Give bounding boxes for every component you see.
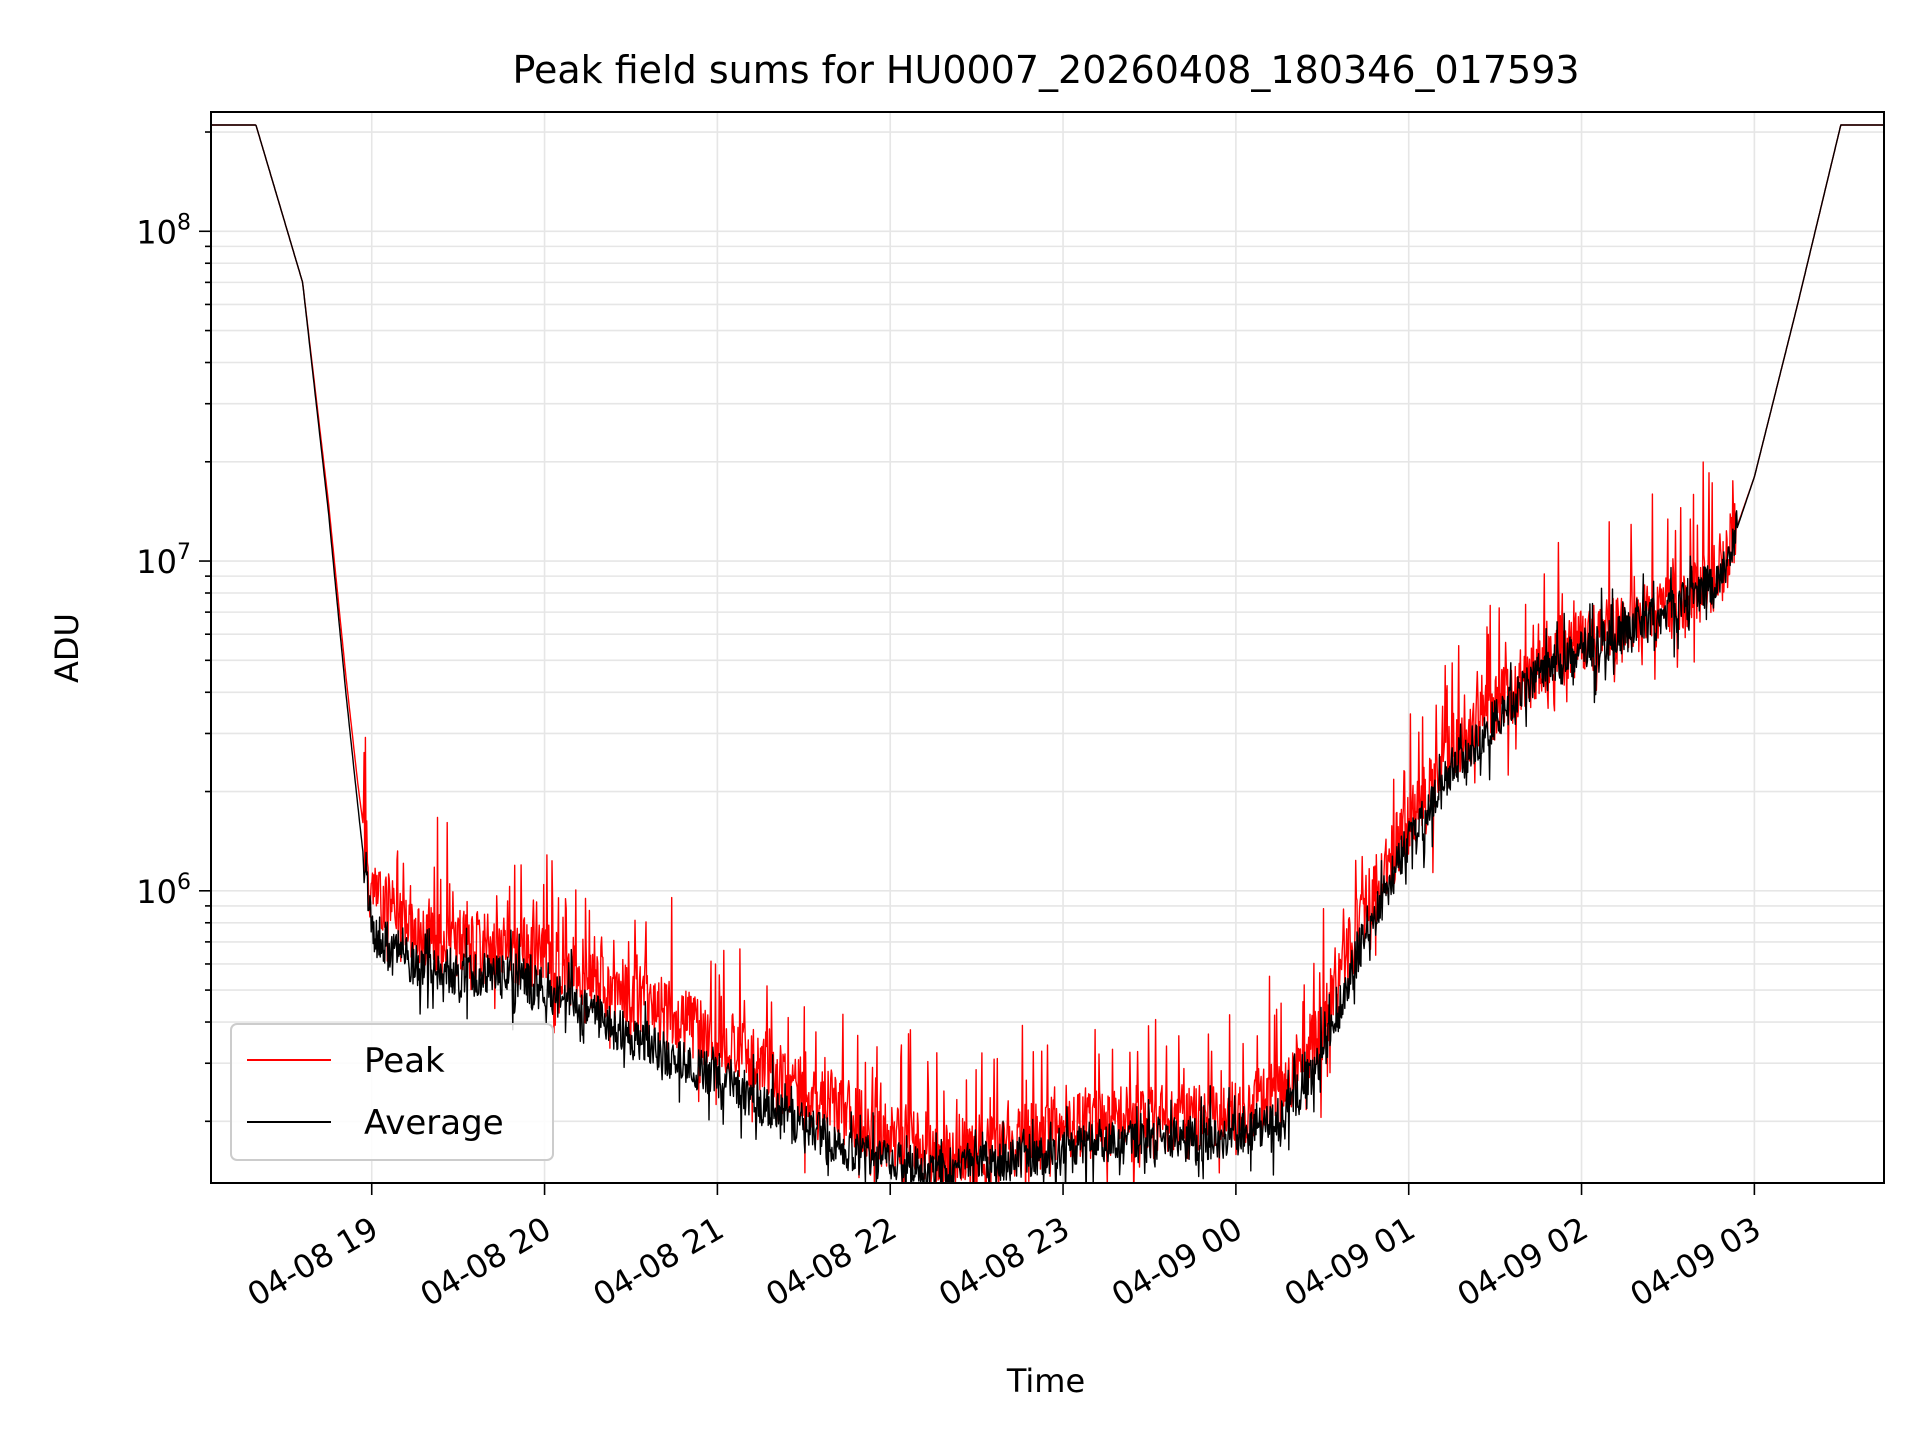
- legend-label-peak: Peak: [364, 1041, 445, 1081]
- y-tick-label: 106: [136, 870, 191, 911]
- y-tick-base: 10: [136, 213, 177, 251]
- y-tick-exponent: 7: [177, 540, 191, 565]
- x-tick-label: 04-09 00: [1105, 1209, 1249, 1314]
- legend-box: [230, 1023, 554, 1161]
- series-line-peak: [211, 124, 1884, 1183]
- y-tick-exponent: 8: [177, 210, 191, 235]
- series-layer: [211, 124, 1884, 1183]
- x-tick-label: 04-08 21: [587, 1209, 731, 1314]
- x-tick-label: 04-09 03: [1624, 1209, 1768, 1314]
- legend-label-average: Average: [364, 1103, 504, 1143]
- y-tick-label: 108: [136, 210, 191, 251]
- x-tick-label: 04-08 22: [759, 1209, 903, 1314]
- x-axis-title: Time: [1006, 1362, 1085, 1400]
- series-line-average: [211, 124, 1884, 1183]
- y-axis-title: ADU: [48, 613, 86, 683]
- x-tick-label: 04-08 23: [932, 1209, 1076, 1314]
- x-tick-label: 04-09 02: [1451, 1209, 1595, 1314]
- chart-title: Peak field sums for HU0007_20260408_1803…: [512, 48, 1579, 92]
- y-tick-base: 10: [136, 543, 177, 581]
- x-tick-label: 04-08 20: [414, 1209, 558, 1314]
- plot-area-frame: [210, 111, 1885, 1184]
- y-tick-label: 107: [136, 540, 191, 581]
- x-tick-label: 04-09 01: [1278, 1209, 1422, 1314]
- grid-layer: [211, 112, 1884, 1183]
- legend: Peak Average: [230, 1023, 554, 1161]
- y-tick-base: 10: [136, 873, 177, 911]
- x-tick-label: 04-08 19: [241, 1209, 385, 1314]
- y-tick-exponent: 6: [177, 870, 191, 895]
